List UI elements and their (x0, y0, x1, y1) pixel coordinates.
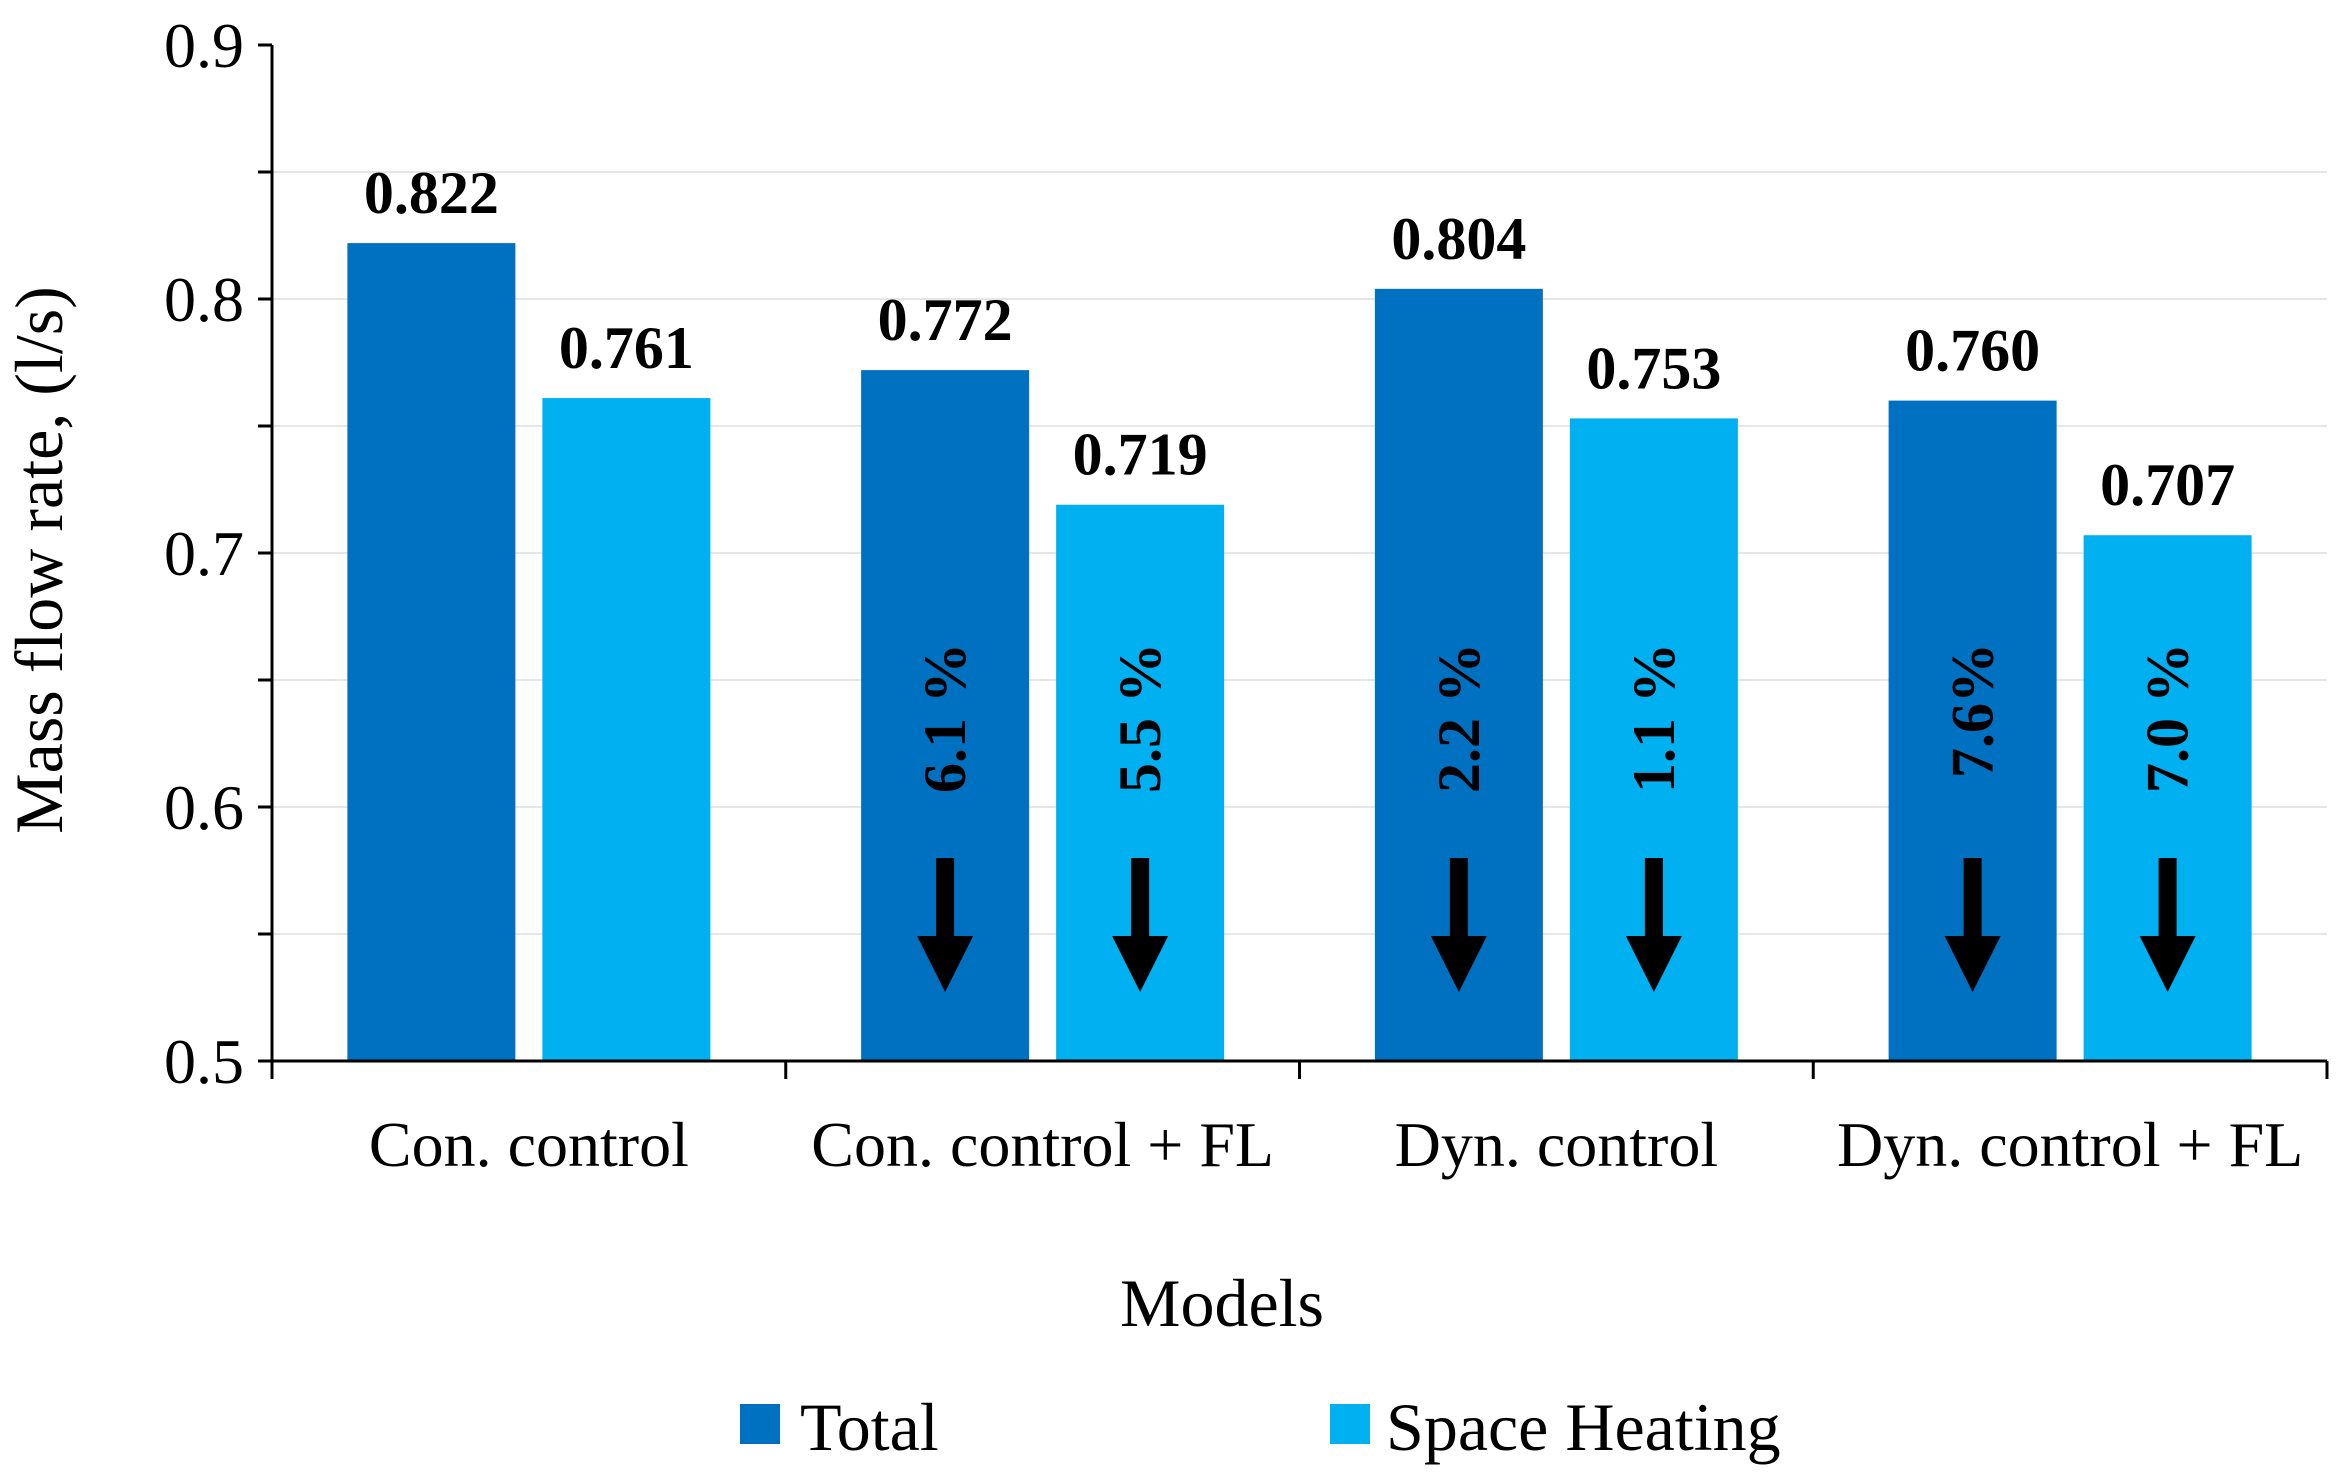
down-arrow-icon (1430, 936, 1487, 992)
y-axis-title: Mass flow rate, (l/s) (1, 286, 77, 834)
x-axis-title: Models (1120, 1265, 1324, 1341)
legend: Total Space Heating (740, 1389, 1781, 1465)
down-arrow-icon (917, 936, 974, 992)
reduction-label: 5.5 % (1107, 643, 1173, 793)
data-label: 0.772 (878, 287, 1013, 353)
down-arrow-icon (1112, 936, 1169, 992)
data-label: 0.760 (1905, 318, 2040, 384)
arrow-shaft (1131, 858, 1150, 938)
x-tick-label: Dyn. control + FL (1837, 1109, 2303, 1180)
arrow-shaft (1449, 858, 1468, 938)
x-tick-label: Con. control (369, 1109, 689, 1180)
value-labels: 0.822 0.772 0.804 0.760 0.761 0.719 0.753 0.707 (364, 160, 2235, 518)
x-tick-label: Con. control + FL (811, 1109, 1274, 1180)
data-label: 0.753 (1586, 335, 1721, 401)
reduction-label: 2.2 % (1426, 643, 1492, 793)
y-tick-label: 0.5 (164, 1026, 244, 1097)
axes: 0.5 0.6 0.7 0.8 0.9 Con. control Con. control … (164, 10, 2329, 1180)
bar (347, 243, 516, 1061)
down-arrow-icon (1625, 936, 1682, 992)
y-tick-label: 0.7 (164, 518, 244, 589)
legend-label-total: Total (800, 1389, 939, 1465)
legend-swatch-space-heating (1330, 1404, 1370, 1444)
bars (347, 243, 2252, 1062)
down-arrow-icon (1944, 936, 2001, 992)
arrow-shaft (1644, 858, 1663, 938)
data-label: 0.804 (1391, 206, 1526, 272)
reduction-annotations: 6.1 % 2.2 % 7.6% 5.5 % 1.1 % 7.0 % (912, 643, 2201, 992)
data-label: 0.761 (559, 315, 694, 381)
arrow-shaft (936, 858, 955, 938)
data-label: 0.822 (364, 160, 499, 226)
y-tick-label: 0.9 (164, 10, 244, 81)
down-arrow-icon (2139, 936, 2196, 992)
legend-swatch-total (740, 1404, 780, 1444)
data-label: 0.707 (2100, 452, 2235, 518)
arrow-shaft (1963, 858, 1982, 938)
reduction-label: 1.1 % (1621, 643, 1687, 793)
reduction-label: 6.1 % (912, 643, 978, 793)
x-tick-label: Dyn. control (1395, 1109, 1719, 1180)
reduction-label: 7.6% (1940, 643, 2006, 778)
legend-label-space-heating: Space Heating (1386, 1389, 1781, 1465)
y-tick-label: 0.8 (164, 264, 244, 335)
arrow-shaft (2158, 858, 2177, 938)
reduction-label: 7.0 % (2135, 643, 2201, 793)
y-tick-label: 0.6 (164, 772, 244, 843)
data-label: 0.719 (1073, 422, 1208, 488)
bar (542, 398, 711, 1061)
